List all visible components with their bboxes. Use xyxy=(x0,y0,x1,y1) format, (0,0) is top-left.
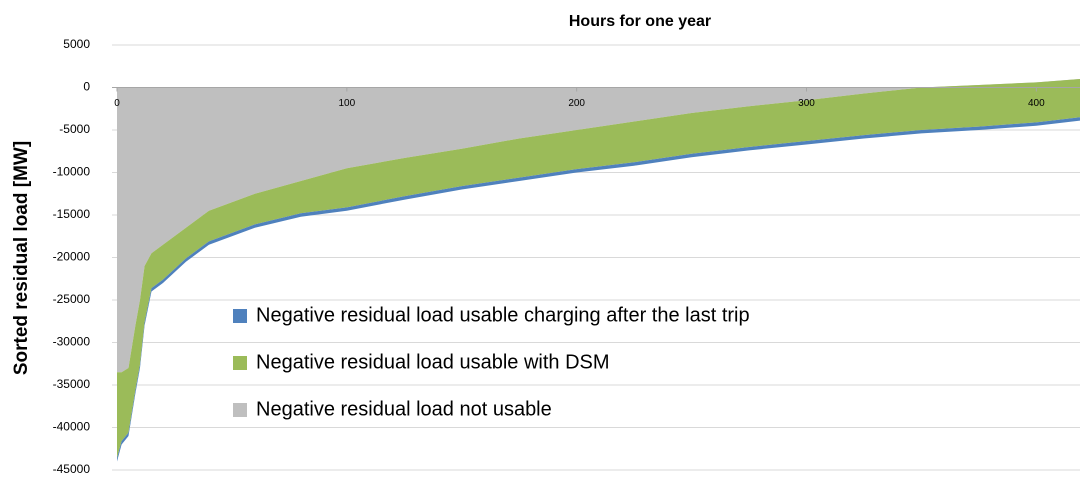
y-tick-label: -10000 xyxy=(53,165,91,179)
y-tick-label: 0 xyxy=(83,80,90,94)
legend-label: Negative residual load not usable xyxy=(256,398,552,420)
y-tick-label: 5000 xyxy=(63,37,90,51)
legend-swatch xyxy=(233,403,247,417)
x-tick-label: 200 xyxy=(568,98,585,109)
legend-label: Negative residual load usable with DSM xyxy=(256,351,610,373)
x-tick-label: 300 xyxy=(798,98,815,109)
area xyxy=(117,79,1080,459)
y-tick-label: -30000 xyxy=(53,335,91,349)
legend-swatch xyxy=(233,356,247,370)
legend-label: Negative residual load usable charging a… xyxy=(256,304,750,326)
y-axis-label: Sorted residual load [MW] xyxy=(11,141,32,375)
chart-title: Hours for one year xyxy=(569,13,711,30)
area xyxy=(117,79,1080,373)
y-tick-label: -35000 xyxy=(53,377,91,391)
y-tick-label: -40000 xyxy=(53,420,91,434)
y-tick-label: -45000 xyxy=(53,462,91,476)
y-tick-label: -5000 xyxy=(59,122,90,136)
y-tick-label: -25000 xyxy=(53,292,91,306)
x-tick-label: 0 xyxy=(114,98,120,109)
x-tick-label: 100 xyxy=(338,98,355,109)
y-tick-label: -20000 xyxy=(53,250,91,264)
legend-swatch xyxy=(233,309,247,323)
y-tick-label: -15000 xyxy=(53,207,91,221)
x-tick-label: 400 xyxy=(1028,98,1045,109)
